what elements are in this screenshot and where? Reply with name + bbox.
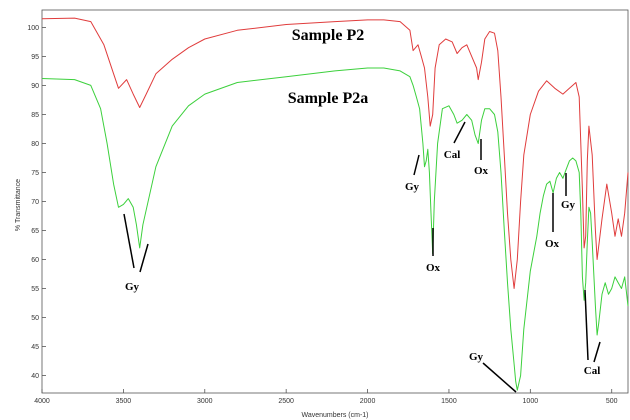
y-tick-label: 100 <box>27 25 39 32</box>
y-tick-label: 70 <box>31 199 39 206</box>
peak-annotations <box>123 121 601 393</box>
y-tick-label: 55 <box>31 286 39 293</box>
series-line-sample-p2a <box>41 67 629 391</box>
y-tick-label: 40 <box>31 373 39 380</box>
y-tick-label: 50 <box>31 315 39 322</box>
y-tick-label: 60 <box>31 257 39 264</box>
y-tick-label: 75 <box>31 170 39 177</box>
x-tick-label: 1000 <box>523 398 539 405</box>
gy-leader-4 <box>482 362 517 393</box>
y-tick-label: 65 <box>31 228 39 235</box>
plot-area: 40 45 50 55 60 65 70 75 80 85 90 95 100 4000 3500 3000… <box>27 9 629 405</box>
gy-leader-5 <box>584 289 589 361</box>
peak-label-cal-1: Cal <box>444 149 461 161</box>
y-axis-title: % Transmittance <box>15 179 22 231</box>
x-axis: 4000 3500 3000 2500 2000 1500 1000 500 <box>34 389 618 405</box>
x-tick-label: 2000 <box>360 398 376 405</box>
gy-leader-1 <box>123 213 135 269</box>
gy-leader-2 <box>139 243 149 273</box>
peak-label-gy-3: Gy <box>469 351 484 363</box>
x-tick-label: 2500 <box>278 398 294 405</box>
x-tick-label: 4000 <box>34 398 50 405</box>
peak-label-ox-3: Gy <box>561 199 576 211</box>
y-axis: 40 45 50 55 60 65 70 75 80 85 90 95 100 <box>27 25 46 380</box>
y-tick-label: 95 <box>31 54 39 61</box>
sample-label-p2a: Sample P2a <box>288 90 368 107</box>
peak-label-gy-1: Gy <box>125 281 140 293</box>
cal-leader-1 <box>453 121 466 144</box>
x-axis-title: Wavenumbers (cm-1) <box>301 412 368 419</box>
y-tick-label: 80 <box>31 141 39 148</box>
sample-label-p2: Sample P2 <box>292 27 364 44</box>
peak-label-gy-4: Cal <box>584 365 601 377</box>
x-tick-label: 500 <box>606 398 618 405</box>
peak-label-gy-2: Gy <box>405 181 420 193</box>
series-line-sample-p2 <box>41 17 629 289</box>
gy-leader-3 <box>413 154 420 176</box>
y-tick-label: 45 <box>31 344 39 351</box>
gy-leader-6 <box>593 341 601 363</box>
x-tick-label: 1500 <box>441 398 457 405</box>
plot-frame <box>41 9 629 394</box>
y-tick-label: 85 <box>31 112 39 119</box>
peak-label-ox-2: Ox <box>474 165 489 177</box>
peak-label-cal-2: Ox <box>545 238 560 250</box>
series-layer <box>41 17 629 391</box>
peak-label-ox-1: Ox <box>426 262 441 274</box>
x-tick-label: 3000 <box>197 398 213 405</box>
y-tick-label: 90 <box>31 83 39 90</box>
x-tick-label: 3500 <box>116 398 132 405</box>
peak-labels: Gy Ox Cal Ox Gy Gy Cal Ox Gy <box>125 149 600 377</box>
